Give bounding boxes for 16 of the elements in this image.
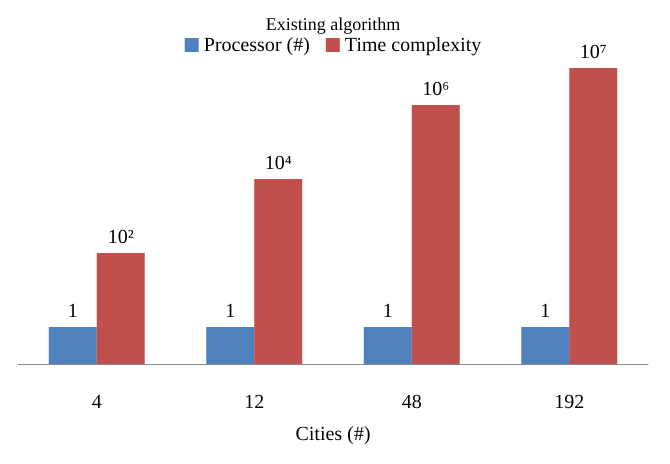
data-label: 10⁶	[422, 78, 450, 100]
legend-label: Processor (#)	[204, 34, 310, 56]
data-label: 10⁷	[580, 41, 607, 63]
data-label: 1	[382, 300, 393, 322]
data-label: 1	[68, 300, 78, 322]
data-label: 1	[225, 300, 236, 322]
x-tick-label: 48	[402, 391, 422, 413]
x-axis-title: Cities (#)	[296, 423, 370, 445]
legend-label: Time complexity	[344, 34, 482, 56]
chart-title: Existing algorithm	[266, 14, 400, 34]
x-tick-label: 4	[92, 391, 102, 413]
x-tick-label: 12	[244, 391, 264, 413]
data-label: 10⁴	[264, 152, 292, 174]
x-tick-label: 192	[554, 391, 584, 413]
data-label: 1	[540, 300, 550, 322]
data-label: 10²	[108, 226, 134, 248]
